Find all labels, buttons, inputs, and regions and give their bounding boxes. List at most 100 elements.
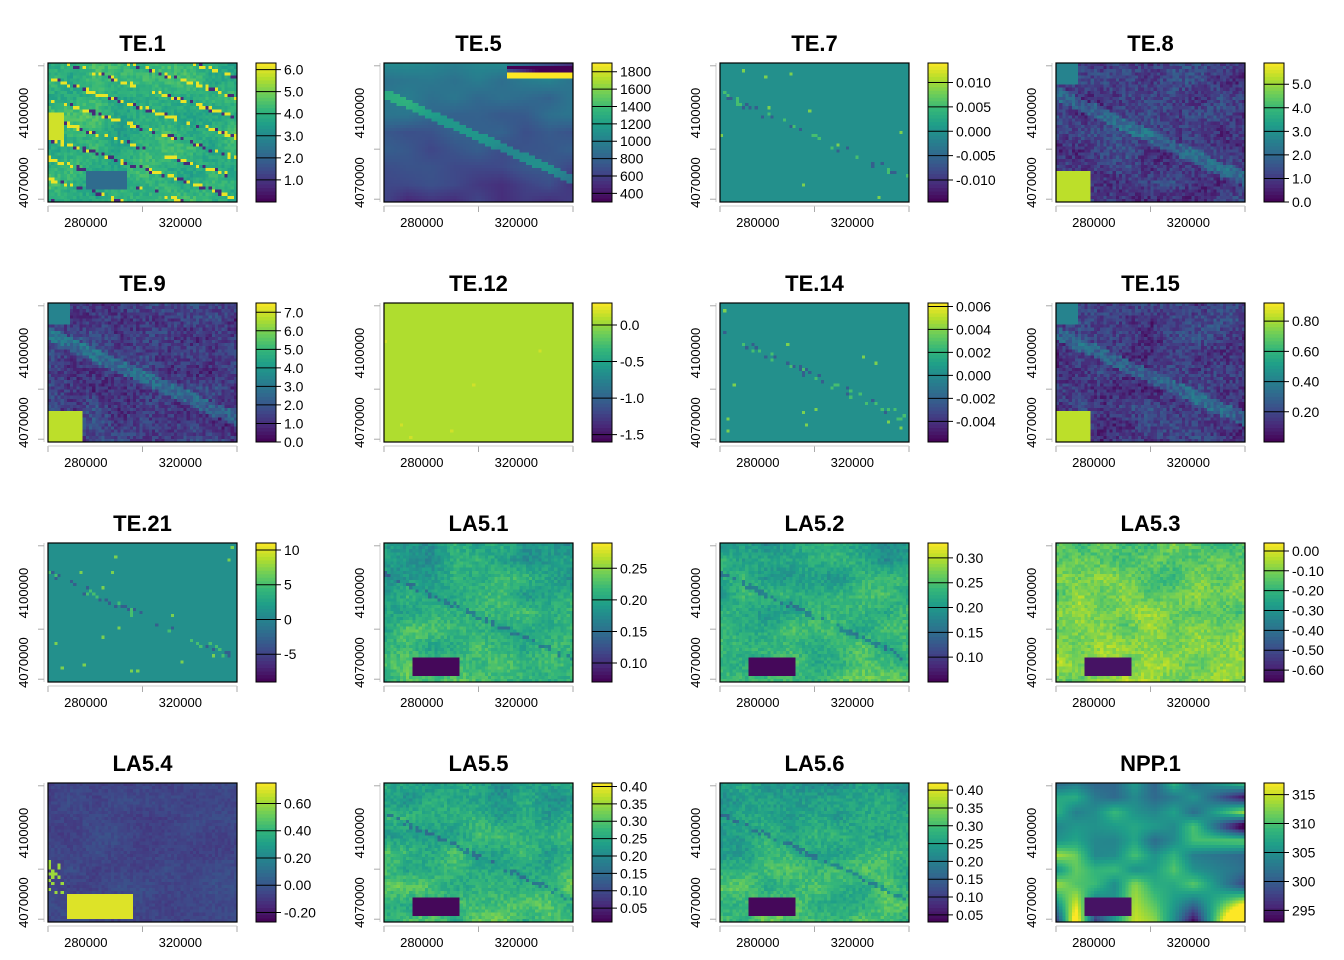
raster-cell — [111, 75, 115, 79]
raster-cell — [114, 96, 118, 101]
raster-cell — [230, 152, 235, 156]
raster-cell — [393, 164, 397, 169]
raster-cell — [174, 96, 178, 101]
raster-cell — [487, 146, 492, 150]
raster-cell — [415, 137, 419, 141]
raster-cell — [151, 164, 156, 169]
raster-cell — [522, 72, 527, 76]
raster-cell — [503, 118, 508, 122]
raster-cell — [126, 87, 131, 92]
raster-cell — [230, 84, 235, 89]
raster-cell — [51, 93, 55, 98]
raster-cell — [497, 174, 501, 178]
raster-cell — [554, 121, 558, 126]
raster-cell — [126, 78, 131, 82]
raster-cell — [205, 96, 209, 101]
raster-cell — [95, 146, 99, 150]
raster-cell — [497, 130, 501, 135]
raster-cell — [522, 146, 527, 150]
raster-cell — [177, 137, 181, 141]
raster-cell — [418, 112, 423, 116]
raster-cell — [453, 137, 457, 141]
raster-cell — [73, 96, 77, 101]
raster-cell — [196, 152, 200, 156]
raster-cell — [462, 171, 467, 175]
raster-cell — [547, 121, 552, 126]
raster-cell — [535, 161, 539, 166]
raster-cell — [396, 124, 401, 129]
raster-cell — [557, 155, 561, 160]
raster-cell — [177, 84, 181, 89]
raster-cell — [133, 109, 137, 113]
raster-cell — [214, 69, 219, 73]
raster-cell — [60, 158, 65, 163]
raster-cell — [447, 152, 451, 156]
raster-cell — [516, 121, 520, 126]
raster-cell — [434, 168, 438, 172]
raster-cell — [54, 161, 58, 166]
raster-cell — [566, 90, 571, 95]
raster-cell — [129, 137, 134, 141]
raster-cell — [167, 195, 172, 200]
raster-cell — [218, 78, 222, 82]
raster-cell — [554, 106, 558, 110]
raster-cell — [186, 164, 191, 169]
raster-cell — [218, 174, 222, 178]
raster-cell — [513, 75, 517, 79]
raster-cell — [465, 161, 470, 166]
raster-cell — [167, 81, 172, 85]
raster-cell — [85, 180, 90, 184]
legend-swatch — [256, 188, 276, 192]
raster-cell — [95, 84, 99, 89]
raster-cell — [431, 158, 435, 163]
raster-cell — [214, 109, 219, 113]
raster-cell — [424, 158, 429, 163]
raster-cell — [79, 183, 83, 187]
raster-cell — [491, 106, 495, 110]
raster-cell — [500, 140, 504, 144]
raster-cell — [491, 146, 495, 150]
raster-cell — [387, 84, 391, 89]
raster-cell — [516, 69, 520, 73]
raster-cell — [114, 134, 118, 138]
raster-cell — [393, 146, 397, 150]
raster-cell — [51, 127, 55, 132]
raster-cell — [54, 168, 58, 172]
raster-cell — [151, 115, 156, 119]
raster-cell — [205, 75, 209, 79]
raster-cell — [186, 180, 191, 184]
raster-cell — [142, 127, 146, 132]
raster-cell — [85, 195, 90, 200]
raster-cell — [554, 155, 558, 160]
raster-cell — [202, 112, 206, 116]
raster-cell — [560, 103, 564, 107]
raster-cell — [535, 146, 539, 150]
raster-cell — [199, 137, 203, 141]
raster-cell — [101, 81, 105, 85]
raster-cell — [145, 180, 150, 184]
raster-cell — [544, 161, 549, 166]
raster-cell — [192, 180, 197, 184]
raster-cell — [557, 124, 561, 129]
raster-cell — [484, 87, 489, 92]
raster-cell — [550, 130, 555, 135]
raster-cell — [186, 130, 191, 135]
raster-cell — [450, 152, 454, 156]
raster-cell — [503, 103, 508, 107]
raster-cell — [107, 155, 112, 160]
raster-cell — [155, 171, 159, 175]
raster-cell — [104, 109, 109, 113]
raster-cell — [497, 100, 501, 104]
raster-cell — [447, 84, 451, 89]
raster-cell — [434, 161, 438, 166]
raster-cell — [214, 121, 219, 126]
raster-cell — [214, 84, 219, 89]
raster-cell — [487, 137, 492, 141]
raster-cell — [170, 130, 175, 135]
raster-cell — [73, 177, 77, 181]
raster-cell — [205, 140, 209, 144]
raster-cell — [136, 87, 140, 92]
raster-cell — [107, 121, 112, 126]
raster-cell — [437, 93, 441, 98]
raster-cell — [199, 143, 203, 147]
